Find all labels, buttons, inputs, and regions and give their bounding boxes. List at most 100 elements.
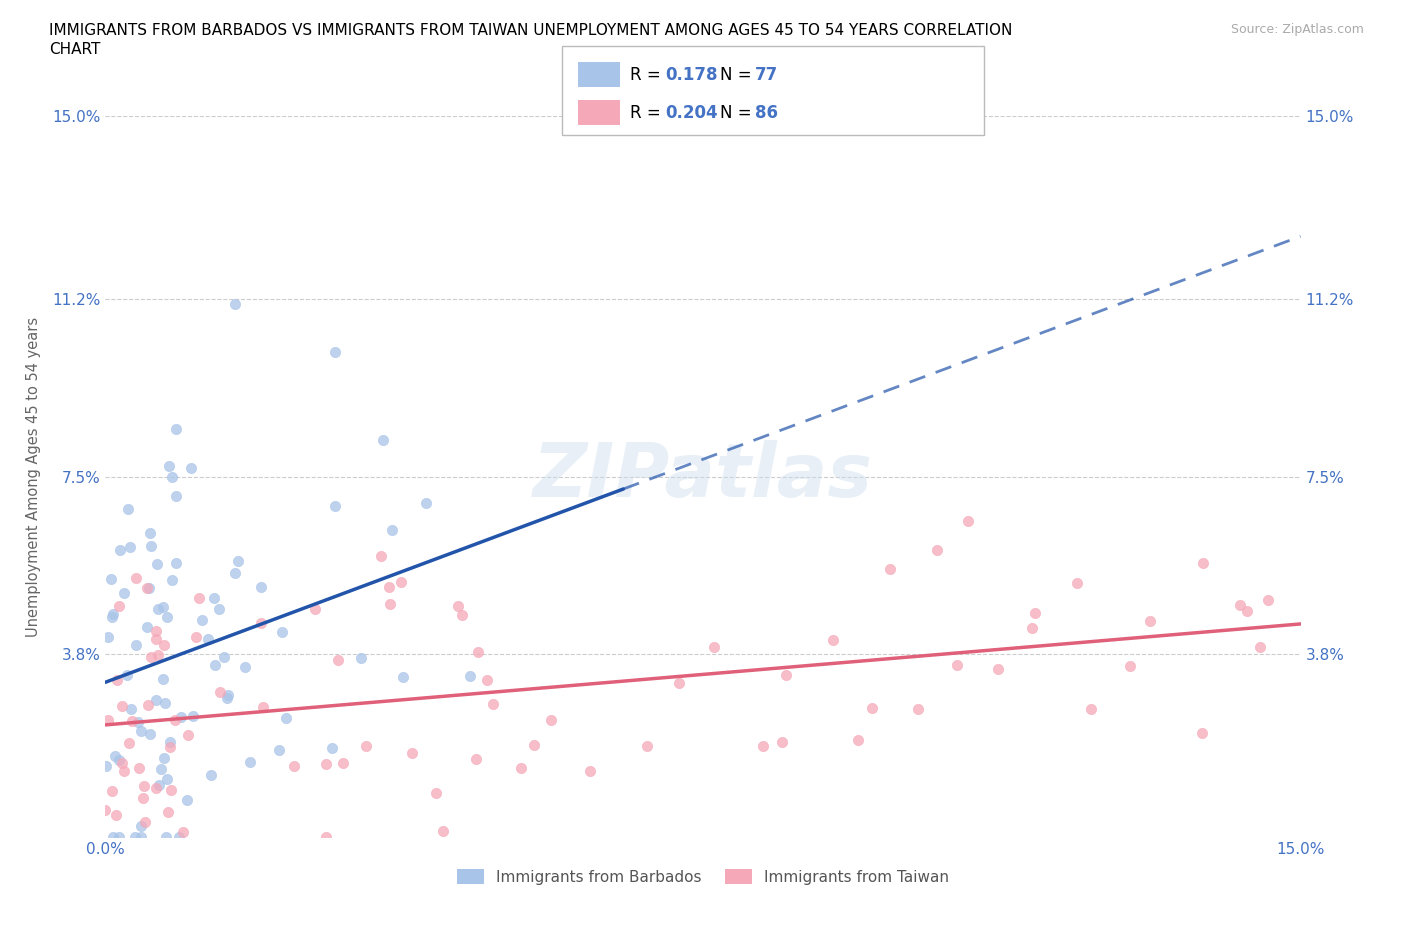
Point — [401, 745, 423, 760]
Point — [138, 581, 160, 596]
Text: N =: N = — [720, 104, 756, 122]
Point — [332, 755, 354, 770]
Point — [121, 713, 143, 728]
Text: 77: 77 — [755, 66, 779, 84]
Point — [451, 608, 474, 623]
Point — [112, 764, 135, 778]
Point — [252, 699, 274, 714]
Point — [152, 600, 174, 615]
Point — [389, 575, 412, 590]
Point — [202, 591, 225, 605]
Point — [350, 651, 373, 666]
Point — [1192, 556, 1215, 571]
Point — [460, 668, 482, 683]
Point — [166, 422, 188, 437]
Point — [94, 759, 117, 774]
Point — [145, 693, 167, 708]
Point — [1119, 658, 1142, 673]
Point — [131, 724, 153, 738]
Point — [945, 658, 967, 672]
Point — [184, 630, 207, 644]
Text: R =: R = — [630, 104, 666, 122]
Point — [370, 549, 392, 564]
Point — [523, 737, 546, 752]
Point — [823, 632, 845, 647]
Point — [101, 606, 124, 621]
Point — [425, 786, 447, 801]
Point — [1257, 592, 1279, 607]
Point — [212, 650, 235, 665]
Point — [139, 525, 162, 540]
Point — [770, 734, 793, 749]
Point — [208, 684, 231, 699]
Point — [1229, 597, 1251, 612]
Point — [315, 830, 337, 844]
Point — [224, 565, 246, 580]
Point — [176, 792, 198, 807]
Point — [129, 819, 152, 834]
Point — [105, 672, 128, 687]
Point — [392, 670, 415, 684]
Point — [155, 830, 177, 844]
Point — [108, 830, 131, 844]
Point — [111, 755, 134, 770]
Point — [250, 579, 273, 594]
Point — [136, 580, 159, 595]
Point — [172, 825, 194, 840]
Point — [465, 751, 488, 766]
Point — [321, 740, 343, 755]
Point — [124, 830, 146, 844]
Point — [775, 668, 797, 683]
Text: 86: 86 — [755, 104, 778, 122]
Point — [1024, 605, 1046, 620]
Point — [100, 572, 122, 587]
Point — [323, 344, 346, 359]
Point — [156, 610, 179, 625]
Point — [153, 751, 176, 765]
Point — [187, 591, 209, 605]
Text: Source: ZipAtlas.com: Source: ZipAtlas.com — [1230, 23, 1364, 36]
Point — [204, 658, 226, 672]
Point — [879, 562, 901, 577]
Point — [129, 830, 152, 844]
Point — [326, 652, 349, 667]
Point — [907, 702, 929, 717]
Point — [145, 781, 167, 796]
Point — [114, 585, 136, 600]
Point — [117, 736, 139, 751]
Point — [1249, 640, 1271, 655]
Point — [446, 599, 468, 614]
Point — [125, 637, 148, 652]
Point — [108, 542, 131, 557]
Point — [378, 580, 401, 595]
Point — [215, 691, 238, 706]
Point — [197, 631, 219, 646]
Point — [846, 733, 869, 748]
Text: IMMIGRANTS FROM BARBADOS VS IMMIGRANTS FROM TAIWAN UNEMPLOYMENT AMONG AGES 45 TO: IMMIGRANTS FROM BARBADOS VS IMMIGRANTS F… — [49, 23, 1012, 38]
Point — [104, 749, 127, 764]
Point — [381, 523, 404, 538]
Point — [101, 830, 124, 844]
Point — [467, 644, 489, 659]
Point — [127, 715, 149, 730]
Point — [860, 700, 883, 715]
Point — [145, 623, 167, 638]
Point — [101, 784, 124, 799]
Point — [138, 726, 160, 741]
Point — [104, 807, 127, 822]
Point — [304, 601, 326, 616]
Point — [160, 572, 183, 587]
Point — [120, 539, 142, 554]
Point — [152, 671, 174, 686]
Point — [957, 514, 980, 529]
Point — [1021, 620, 1043, 635]
Point — [111, 698, 134, 713]
Point — [1139, 614, 1161, 629]
Point — [208, 602, 231, 617]
Point — [157, 458, 180, 473]
Point — [190, 613, 212, 628]
Point — [120, 701, 142, 716]
Point — [125, 570, 148, 585]
Point — [94, 803, 117, 817]
Text: 0.178: 0.178 — [665, 66, 717, 84]
